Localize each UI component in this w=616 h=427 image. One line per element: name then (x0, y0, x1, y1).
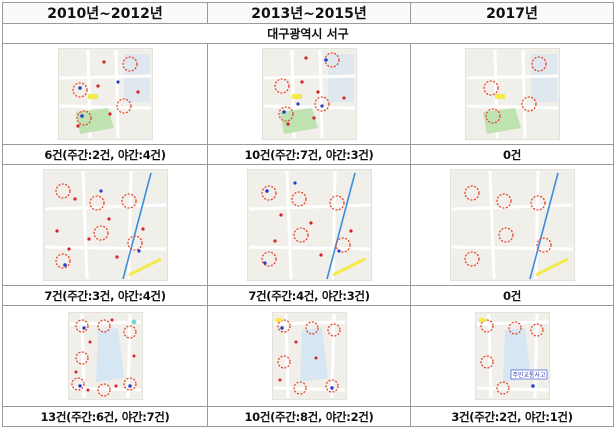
map-cell (410, 164, 614, 286)
caption-row2-col3: 0건 (410, 285, 614, 306)
caption-row3-col3: 3건(주간:2건, 야간:1건) (410, 406, 614, 427)
block-shape (123, 54, 150, 102)
map-cell (2, 305, 208, 407)
region-title: 대구광역시 서구 (2, 23, 614, 44)
map-tile-area-c-2013 (271, 312, 347, 400)
column-header-2013-2015: 2013년~2015년 (207, 2, 411, 24)
caption-row2-col2: 7건(주간:4건, 야간:3건) (207, 285, 411, 306)
rail-line (121, 172, 152, 280)
map-tile-area-a-2017 (464, 48, 560, 140)
map-cell (2, 43, 208, 145)
map-cell (2, 164, 208, 286)
school-sign-box (510, 369, 547, 380)
school-sign-label: 주민교통사고 (512, 371, 546, 379)
caption-row1-col2: 10건(주간:7건, 야간:3건) (207, 144, 411, 165)
map-tile-area-b-2013 (246, 169, 372, 281)
hotspot-circles (479, 319, 544, 395)
reservoir-area (95, 328, 124, 382)
map-cell: 주민교통사고 (410, 305, 614, 407)
map-tile-area-c-2017: 주민교통사고 (474, 312, 550, 400)
hotspot-circles (260, 185, 351, 267)
caption-row3-col2: 10건(주간:8건, 야간:2건) (207, 406, 411, 427)
caption-row1-col3: 0건 (410, 144, 614, 165)
column-header-2010-2012: 2010년~2012년 (2, 2, 208, 24)
hotspot-circles (70, 319, 137, 397)
map-cell (207, 305, 411, 407)
column-header-2017: 2017년 (410, 2, 614, 24)
caption-row2-col1: 7건(주간:3건, 야간:4건) (2, 285, 208, 306)
map-cell (207, 164, 411, 286)
accident-point (530, 384, 535, 388)
park-area (75, 108, 114, 134)
hotspot-circles (71, 56, 138, 126)
hotspot-circles (463, 185, 552, 267)
map-tile-area-a-2013 (261, 48, 357, 140)
caption-row1-col1: 6건(주간:2건, 야간:4건) (2, 144, 208, 165)
map-tile-area-c-2010 (67, 312, 143, 400)
hotspot-circles (482, 56, 547, 124)
map-tile-area-b-2010 (42, 169, 168, 281)
caption-row3-col1: 13건(주간:6건, 야간:7건) (2, 406, 208, 427)
place-label-marker (87, 94, 98, 99)
map-cell (410, 43, 614, 145)
map-tile-area-b-2017 (449, 169, 575, 281)
hotspot-circles (54, 183, 143, 269)
map-tile-area-a-2010 (57, 48, 153, 140)
map-cell (207, 43, 411, 145)
hotspot-circles (273, 52, 340, 122)
hotspot-circles (276, 319, 341, 395)
